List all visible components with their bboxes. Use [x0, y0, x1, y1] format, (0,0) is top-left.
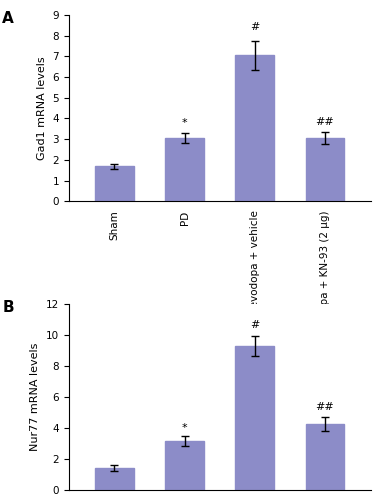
Bar — [306, 138, 344, 202]
Bar — [165, 441, 204, 490]
Y-axis label: Gad1 mRNA levels: Gad1 mRNA levels — [37, 56, 47, 160]
Bar — [306, 424, 344, 490]
Text: ##: ## — [316, 117, 334, 127]
Y-axis label: Nur77 mRNA levels: Nur77 mRNA levels — [30, 342, 40, 451]
Text: #: # — [250, 320, 259, 330]
Text: ##: ## — [316, 402, 334, 412]
Bar — [235, 56, 274, 202]
Text: *: * — [182, 422, 188, 432]
Text: B: B — [2, 300, 14, 315]
Bar — [235, 346, 274, 490]
Bar — [165, 138, 204, 202]
Text: *: * — [182, 118, 188, 128]
Bar — [95, 468, 134, 490]
Bar — [95, 166, 134, 202]
Text: A: A — [2, 12, 14, 26]
Text: #: # — [250, 22, 259, 32]
